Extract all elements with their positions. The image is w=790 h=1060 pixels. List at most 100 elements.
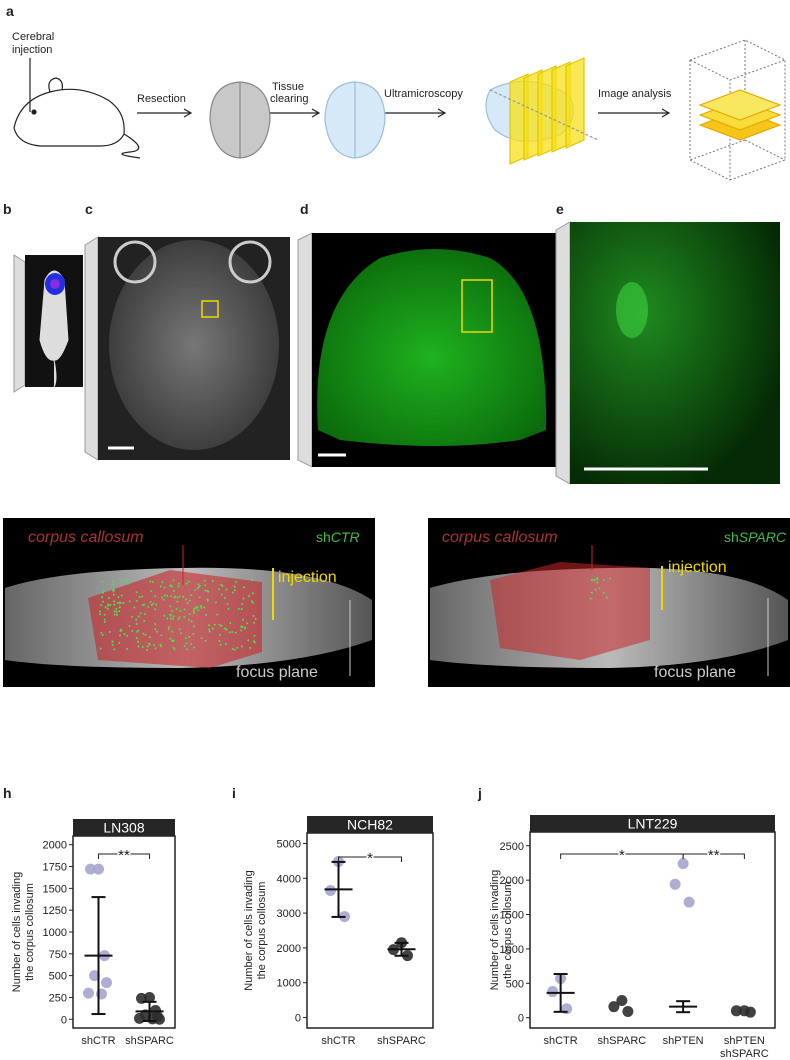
cell-dot xyxy=(154,647,157,650)
cell-dot xyxy=(102,600,105,603)
cell-dot xyxy=(216,613,219,616)
cell-dot xyxy=(211,627,214,630)
x-tick-label: shCTR xyxy=(81,1035,115,1047)
cell-dot xyxy=(188,613,191,616)
cell-dot xyxy=(99,613,102,616)
cell-dot xyxy=(146,645,149,648)
cell-dot xyxy=(106,607,109,610)
cell-dot xyxy=(161,581,164,584)
cell-dot xyxy=(137,615,140,618)
y-tick-label: 5000 xyxy=(277,838,301,850)
panel-label: h xyxy=(3,785,12,801)
injection-label: injection xyxy=(278,569,337,586)
y-axis-label: Number of cells invading xyxy=(11,872,23,992)
cell-dot xyxy=(240,625,243,628)
cell-dot xyxy=(172,639,175,642)
significance-label: ** xyxy=(118,847,130,864)
cell-dot xyxy=(170,595,173,598)
cell-dot xyxy=(173,596,176,599)
cell-dot xyxy=(143,613,146,616)
condition-label: SPARC xyxy=(739,529,787,545)
title-bar xyxy=(530,815,775,832)
cell-dot xyxy=(148,643,151,646)
cell-dot xyxy=(204,589,207,592)
cell-dot xyxy=(113,613,116,616)
cell-dot xyxy=(605,596,608,599)
mouse-body xyxy=(39,270,69,388)
step-label: Tissue xyxy=(272,81,304,93)
cell-dot xyxy=(111,643,114,646)
svg-text:shCTR: shCTR xyxy=(316,529,360,545)
step-label: injection xyxy=(12,44,52,56)
data-point xyxy=(154,1013,165,1025)
cell-dot xyxy=(100,604,103,607)
chart-title: NCH82 xyxy=(347,817,393,833)
data-point xyxy=(547,986,559,998)
y-tick-label: 2000 xyxy=(500,875,524,887)
title-bar xyxy=(73,819,175,836)
y-tick-label: 1500 xyxy=(500,910,524,922)
cell-dot xyxy=(250,600,253,603)
y-tick-label: 1250 xyxy=(43,905,67,917)
data-point xyxy=(744,1006,756,1018)
panel-label: a xyxy=(6,3,14,19)
cell-dot xyxy=(126,647,129,650)
step-label: clearing xyxy=(270,93,309,105)
cell-dot xyxy=(240,608,243,611)
cell-dot xyxy=(231,591,234,594)
y-tick-label: 500 xyxy=(49,971,67,983)
cell-dot xyxy=(177,585,180,588)
cell-dot xyxy=(115,610,118,613)
cell-dot xyxy=(220,593,223,596)
cell-dot xyxy=(99,610,102,613)
cell-dot xyxy=(596,581,599,584)
cell-dot xyxy=(141,595,144,598)
cell-dot xyxy=(169,613,172,616)
cell-dot xyxy=(148,636,151,639)
cell-dot xyxy=(203,606,206,609)
brain-cleared xyxy=(324,81,386,159)
cell-dot xyxy=(125,579,128,582)
cell-dot xyxy=(152,602,155,605)
cell-dot xyxy=(190,594,193,597)
step-label: Ultramicroscopy xyxy=(384,88,463,100)
render-f: corpus callosum shCTR injection focus pl… xyxy=(3,518,375,687)
cell-dot xyxy=(169,585,172,588)
cell-dot xyxy=(219,633,222,636)
plane-label: focus plane xyxy=(236,664,318,681)
cell-dot xyxy=(254,617,257,620)
tumor xyxy=(616,282,648,338)
cell-dot xyxy=(173,648,176,651)
cell-dot xyxy=(178,582,181,585)
y-axis-label: the corpus collosum xyxy=(256,882,268,980)
y-tick-label: 0 xyxy=(61,1014,67,1026)
cell-dot xyxy=(163,614,166,617)
cell-dot xyxy=(198,596,201,599)
cell-dot xyxy=(251,592,254,595)
image-e xyxy=(570,222,780,484)
cell-dot xyxy=(598,587,601,590)
region-label: corpus callosum xyxy=(442,529,558,546)
cell-dot xyxy=(207,590,210,593)
cell-dot xyxy=(190,620,193,623)
cell-dot xyxy=(154,608,157,611)
y-axis-label: Number of cells invading xyxy=(489,870,501,990)
cell-dot xyxy=(168,625,171,628)
cell-dot xyxy=(224,643,227,646)
brain xyxy=(209,81,271,159)
data-point xyxy=(325,884,336,896)
cell-dot xyxy=(101,591,104,594)
y-tick-label: 0 xyxy=(295,1013,301,1025)
cell-dot xyxy=(113,603,116,606)
cell-dot xyxy=(104,606,107,609)
cell-dot xyxy=(593,578,596,581)
cell-dot xyxy=(150,590,153,593)
cell-dot xyxy=(233,585,236,588)
cell-dot xyxy=(242,618,245,621)
cell-dot xyxy=(111,640,114,643)
svg-text:shSPARC: shSPARC xyxy=(724,529,787,545)
cell-dot xyxy=(143,619,146,622)
plane-label: focus plane xyxy=(654,664,736,681)
eye xyxy=(228,240,272,284)
significance-label: * xyxy=(619,847,625,864)
